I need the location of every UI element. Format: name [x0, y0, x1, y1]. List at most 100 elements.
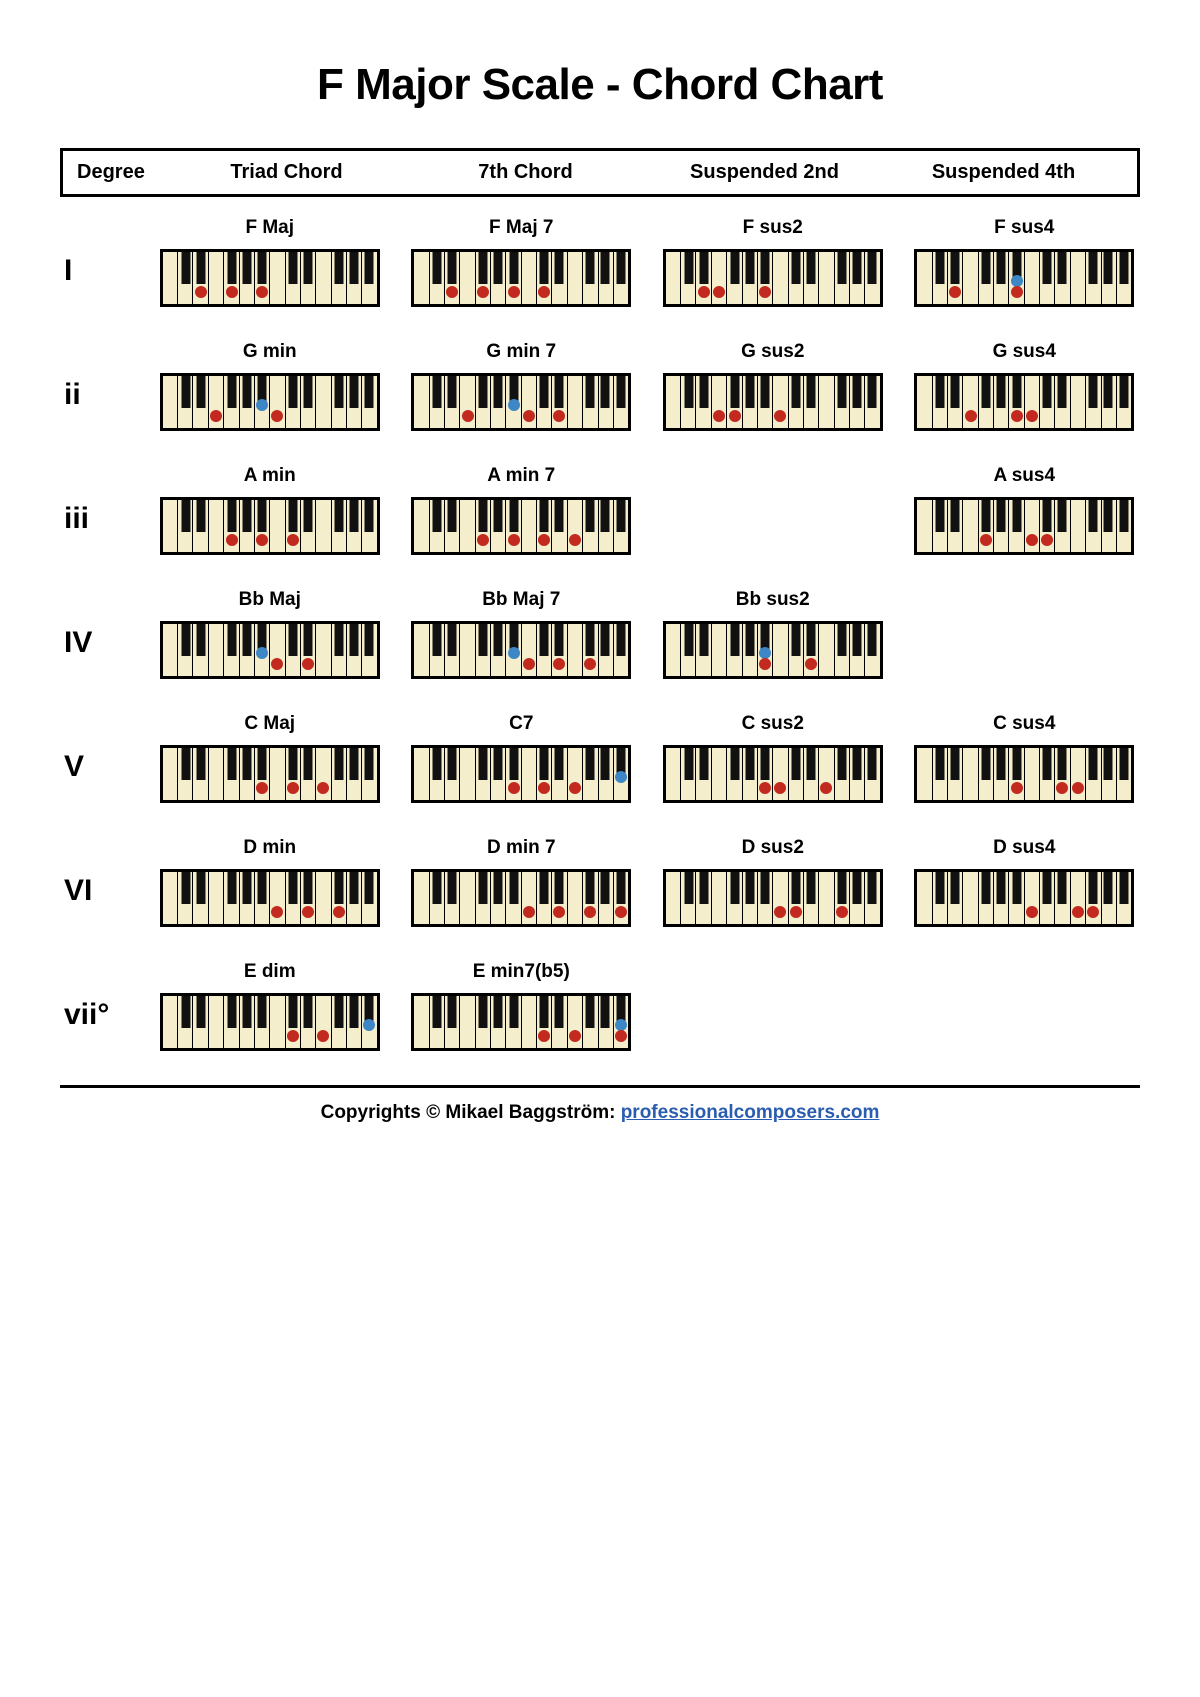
keyboard-diagram	[914, 249, 1134, 307]
chord-cell: F sus2	[657, 217, 889, 307]
chord-row: vii° E dim E min7(b5)	[60, 961, 1140, 1051]
chord-name: D sus2	[742, 837, 804, 859]
keyboard-diagram	[160, 621, 380, 679]
chord-cell: C sus4	[909, 713, 1141, 803]
chord-name: C7	[509, 713, 533, 735]
keyboard-diagram	[411, 497, 631, 555]
chord-cell: Bb sus2	[657, 589, 889, 679]
chord-cell: F sus4	[909, 217, 1141, 307]
keyboard-diagram	[411, 745, 631, 803]
chord-name: D sus4	[993, 837, 1055, 859]
degree-label: I	[60, 236, 154, 288]
keyboard-diagram	[160, 497, 380, 555]
footer-prefix: Copyrights © Mikael Baggström:	[321, 1102, 621, 1123]
empty-cell	[657, 961, 889, 1051]
chord-row: I F Maj F Maj 7 F sus2 F sus4	[60, 217, 1140, 307]
chord-rows: I F Maj F Maj 7 F sus2 F sus4 ii G min G min 7 G…	[60, 217, 1140, 1051]
chord-name: E min7(b5)	[473, 961, 570, 983]
chord-cell: E dim	[154, 961, 386, 1051]
header-7th: 7th Chord	[406, 161, 645, 184]
chord-name: C sus4	[993, 713, 1055, 735]
chord-name: F Maj 7	[489, 217, 553, 239]
degree-label: VI	[60, 856, 154, 908]
degree-label: ii	[60, 360, 154, 412]
footer-link[interactable]: professionalcomposers.com	[621, 1102, 880, 1123]
chord-cell: A sus4	[909, 465, 1141, 555]
keyboard-diagram	[663, 621, 883, 679]
chord-name: A min	[244, 465, 296, 487]
chord-cell: Bb Maj 7	[406, 589, 638, 679]
chord-cell: E min7(b5)	[406, 961, 638, 1051]
empty-cell	[909, 961, 1141, 1051]
chord-name: F sus4	[994, 217, 1054, 239]
chord-name: Bb Maj 7	[482, 589, 560, 611]
chord-name: F sus2	[743, 217, 803, 239]
chord-name: A min 7	[487, 465, 555, 487]
chord-row: IV Bb Maj Bb Maj 7 Bb sus2	[60, 589, 1140, 679]
header-triad: Triad Chord	[167, 161, 406, 184]
degree-label: vii°	[60, 980, 154, 1032]
chord-name: G min	[243, 341, 297, 363]
chord-cell: F Maj	[154, 217, 386, 307]
keyboard-diagram	[914, 869, 1134, 927]
chord-cell: C7	[406, 713, 638, 803]
keyboard-diagram	[160, 993, 380, 1051]
keyboard-diagram	[160, 745, 380, 803]
keyboard-diagram	[411, 993, 631, 1051]
chord-name: E dim	[244, 961, 296, 983]
chord-name: D min 7	[487, 837, 556, 859]
keyboard-diagram	[411, 249, 631, 307]
degree-label: IV	[60, 608, 154, 660]
chord-cell: F Maj 7	[406, 217, 638, 307]
chord-row: iii A min A min 7 A sus4	[60, 465, 1140, 555]
keyboard-diagram	[160, 373, 380, 431]
keyboard-diagram	[160, 869, 380, 927]
chord-cell: D sus2	[657, 837, 889, 927]
column-headers: Degree Triad Chord 7th Chord Suspended 2…	[60, 148, 1140, 197]
chord-name: G sus2	[741, 341, 804, 363]
chord-name: G min 7	[486, 341, 556, 363]
chord-row: ii G min G min 7 G sus2 G sus4	[60, 341, 1140, 431]
chord-name: F Maj	[245, 217, 294, 239]
keyboard-diagram	[411, 621, 631, 679]
keyboard-diagram	[914, 745, 1134, 803]
chord-name: Bb sus2	[736, 589, 810, 611]
keyboard-diagram	[914, 373, 1134, 431]
chord-cell: G min 7	[406, 341, 638, 431]
chord-cell: D min	[154, 837, 386, 927]
header-degree: Degree	[77, 161, 167, 184]
empty-cell	[909, 589, 1141, 679]
degree-label: V	[60, 732, 154, 784]
header-sus2: Suspended 2nd	[645, 161, 884, 184]
footer-divider	[60, 1085, 1140, 1088]
chord-name: A sus4	[993, 465, 1055, 487]
keyboard-diagram	[663, 869, 883, 927]
chord-cell: C sus2	[657, 713, 889, 803]
chord-name: C sus2	[742, 713, 804, 735]
footer: Copyrights © Mikael Baggström: professio…	[60, 1102, 1140, 1124]
header-sus4: Suspended 4th	[884, 161, 1123, 184]
chord-cell: D sus4	[909, 837, 1141, 927]
chord-cell: A min	[154, 465, 386, 555]
keyboard-diagram	[663, 373, 883, 431]
chord-row: VI D min D min 7 D sus2 D sus4	[60, 837, 1140, 927]
degree-label: iii	[60, 484, 154, 536]
page-title: F Major Scale - Chord Chart	[60, 60, 1140, 110]
chord-cell: G sus4	[909, 341, 1141, 431]
chord-cell: G min	[154, 341, 386, 431]
chord-name: D min	[243, 837, 296, 859]
chord-cell: C Maj	[154, 713, 386, 803]
keyboard-diagram	[663, 745, 883, 803]
chord-cell: G sus2	[657, 341, 889, 431]
chord-name: C Maj	[244, 713, 295, 735]
keyboard-diagram	[160, 249, 380, 307]
chord-name: Bb Maj	[239, 589, 301, 611]
keyboard-diagram	[914, 497, 1134, 555]
chord-cell: Bb Maj	[154, 589, 386, 679]
chord-cell: A min 7	[406, 465, 638, 555]
chord-cell: D min 7	[406, 837, 638, 927]
chord-row: V C Maj C7 C sus2 C sus4	[60, 713, 1140, 803]
keyboard-diagram	[663, 249, 883, 307]
keyboard-diagram	[411, 869, 631, 927]
chord-name: G sus4	[993, 341, 1056, 363]
